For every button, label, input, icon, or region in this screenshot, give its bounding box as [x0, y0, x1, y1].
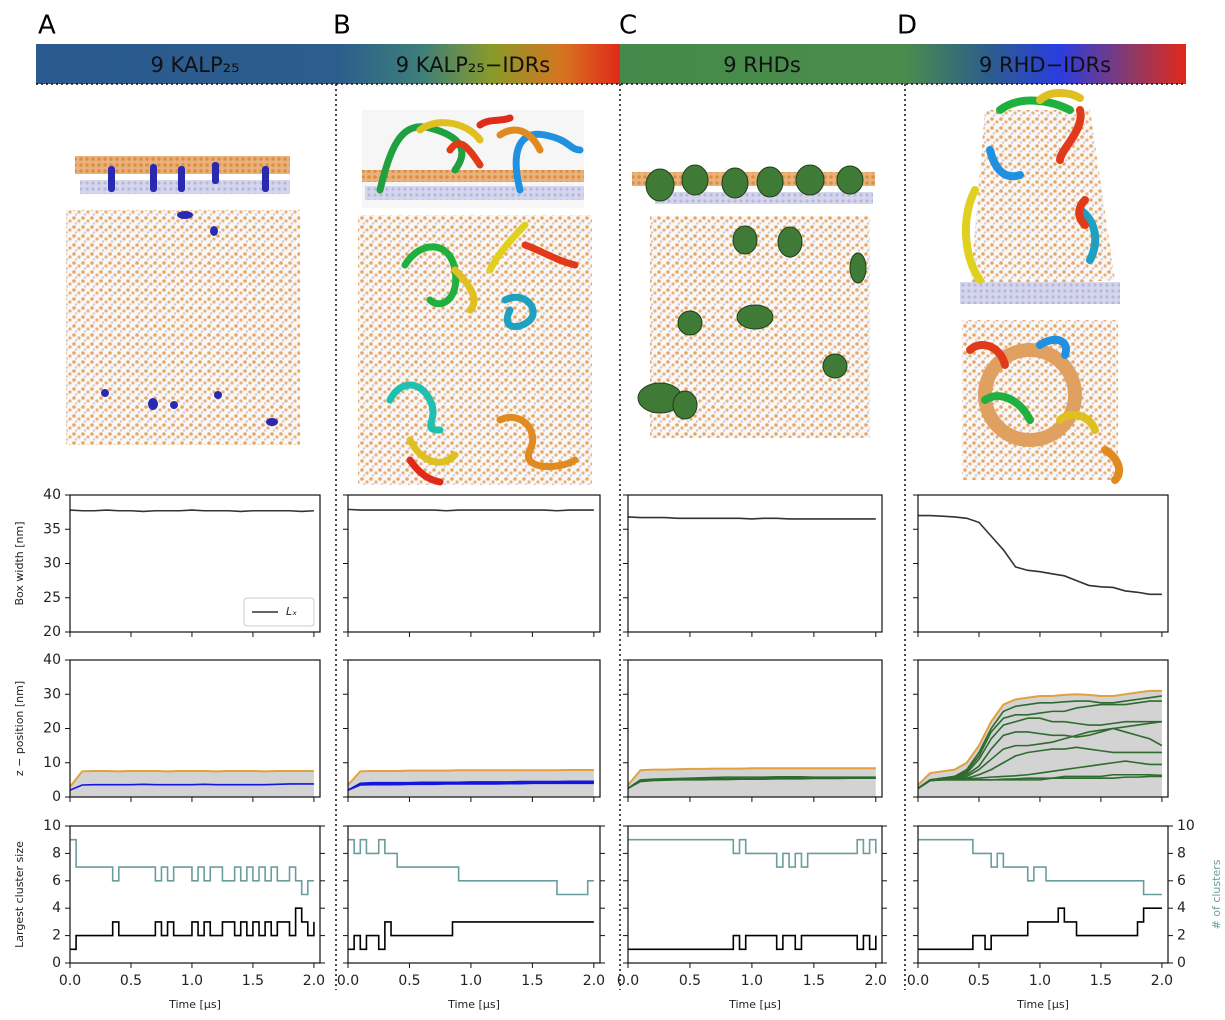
y-tick-label: 30	[43, 556, 61, 572]
y2-tick-label: 2	[1177, 928, 1186, 944]
x-axis-label: Time [μs]	[447, 998, 500, 1011]
y-axis-label: Box width [nm]	[13, 521, 26, 605]
x-tick-label: 0.0	[907, 973, 929, 989]
y-tick-label: 40	[43, 652, 61, 668]
series-line	[348, 840, 594, 895]
panel-letter: A	[38, 11, 56, 41]
y-tick-label: 40	[43, 487, 61, 503]
membrane-leaflet	[362, 170, 584, 182]
panel-letter: C	[619, 11, 637, 41]
x-tick-label: 1.0	[460, 973, 482, 989]
x-axis-label: Time [μs]	[1016, 998, 1069, 1011]
panel-letter: B	[333, 11, 351, 41]
y-axis-label: z − position [nm]	[13, 681, 26, 776]
x-tick-label: 1.0	[181, 973, 203, 989]
y2-tick-label: 10	[1177, 818, 1195, 834]
series-line	[70, 908, 314, 949]
y2-tick-label: 4	[1177, 900, 1186, 916]
series-line	[918, 840, 1162, 895]
x-tick-label: 2.0	[865, 973, 887, 989]
rendering-d	[960, 93, 1120, 480]
series-line	[70, 840, 314, 895]
x-tick-label: 1.5	[803, 973, 825, 989]
plot-frame	[628, 826, 882, 963]
rendering-a	[66, 156, 300, 445]
plot-frame	[918, 826, 1168, 963]
plot-frame	[70, 826, 320, 963]
membrane-leaflet	[365, 186, 584, 200]
x-tick-label: 0.0	[617, 973, 639, 989]
membrane-tube	[970, 110, 1115, 290]
x-tick-label: 2.0	[583, 973, 605, 989]
y-tick-label: 25	[43, 590, 61, 606]
y-tick-label: 20	[43, 721, 61, 737]
panel-title: 9 RHD−IDRs	[979, 53, 1111, 77]
panel-title: 9 RHDs	[723, 53, 801, 77]
x-tick-label: 0.5	[968, 973, 990, 989]
y-tick-label: 8	[52, 845, 61, 861]
series-line	[628, 936, 876, 950]
membrane-leaflet	[960, 282, 1120, 304]
x-tick-label: 0.5	[120, 973, 142, 989]
y-tick-label: 6	[52, 873, 61, 889]
y-tick-label: 10	[43, 818, 61, 834]
y2-axis-label: # of clusters	[1210, 859, 1223, 929]
x-tick-label: 0.5	[679, 973, 701, 989]
y2-tick-label: 0	[1177, 955, 1186, 971]
x-axis-label: Time [μs]	[728, 998, 781, 1011]
x-axis-label: Time [μs]	[168, 998, 221, 1011]
series-line	[348, 922, 594, 949]
series-line	[918, 516, 1162, 595]
x-tick-label: 0.5	[398, 973, 420, 989]
y-tick-label: 2	[52, 928, 61, 944]
panel-title: 9 KALP₂₅	[150, 53, 239, 77]
y-tick-label: 35	[43, 521, 61, 537]
x-tick-label: 2.0	[303, 973, 325, 989]
series-line	[70, 510, 314, 511]
y-tick-label: 0	[52, 789, 61, 805]
x-tick-label: 1.5	[521, 973, 543, 989]
y-tick-label: 20	[43, 624, 61, 640]
series-line	[628, 517, 876, 519]
y-tick-label: 4	[52, 900, 61, 916]
series-line	[348, 509, 594, 510]
membrane-top-view	[66, 210, 300, 445]
x-tick-label: 1.5	[242, 973, 264, 989]
x-tick-label: 0.0	[59, 973, 81, 989]
legend-label: Lₓ	[286, 605, 297, 618]
rendering-b	[358, 110, 592, 485]
x-tick-label: 1.0	[1029, 973, 1051, 989]
plot-frame	[628, 495, 882, 632]
y2-tick-label: 8	[1177, 845, 1186, 861]
x-tick-label: 2.0	[1151, 973, 1173, 989]
plot-frame	[918, 495, 1168, 632]
figure: A B C D 9 KALP₂₅ 9 KALP₂₅−IDRs 9 RHDs 9 …	[0, 0, 1225, 1015]
series-line	[628, 840, 876, 867]
x-tick-label: 1.0	[741, 973, 763, 989]
y-tick-label: 10	[43, 755, 61, 771]
y-axis-label: Largest cluster size	[13, 841, 26, 948]
y2-tick-label: 6	[1177, 873, 1186, 889]
panel-letter: D	[897, 11, 917, 41]
y-tick-label: 0	[52, 955, 61, 971]
series-line	[918, 908, 1162, 949]
x-tick-label: 1.5	[1090, 973, 1112, 989]
panel-title: 9 KALP₂₅−IDRs	[396, 53, 551, 77]
y-tick-label: 30	[43, 686, 61, 702]
x-tick-label: 0.0	[337, 973, 359, 989]
area	[628, 768, 876, 797]
rendering-c	[632, 165, 875, 438]
plot-frame	[348, 495, 600, 632]
